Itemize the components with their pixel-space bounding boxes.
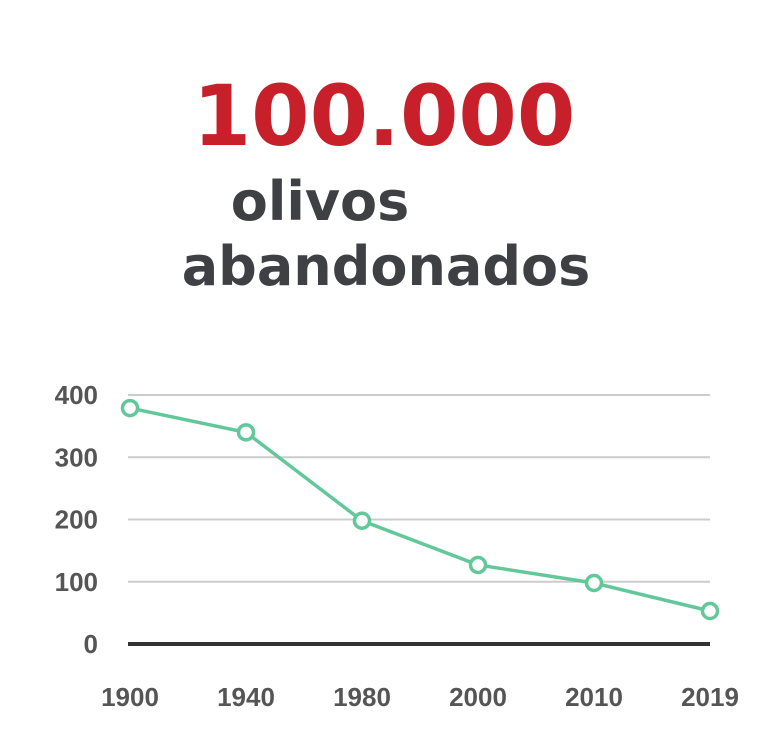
x-tick-label: 1980 xyxy=(333,682,391,712)
data-point xyxy=(236,423,256,442)
x-tick-label: 1900 xyxy=(101,682,159,712)
subtitle-line: olivos xyxy=(231,170,410,233)
y-tick-label: 400 xyxy=(55,380,98,410)
y-tick-label: 0 xyxy=(84,629,98,659)
data-line xyxy=(129,406,711,613)
y-tick-label: 200 xyxy=(55,505,98,535)
x-tick-label: 1940 xyxy=(217,682,275,712)
y-tick-label: 300 xyxy=(55,442,98,472)
data-point xyxy=(120,398,140,418)
y-tick-label: 100 xyxy=(55,567,98,597)
data-point xyxy=(584,573,604,593)
headline: 100.000 xyxy=(193,67,576,165)
subtitle-line: abandonados xyxy=(182,235,591,298)
x-tick-label: 2019 xyxy=(681,682,739,712)
data-point xyxy=(468,555,488,575)
data-point xyxy=(352,511,372,530)
x-tick-label: 2010 xyxy=(565,682,623,712)
data-point xyxy=(700,601,720,621)
x-tick-label: 2000 xyxy=(449,682,507,712)
